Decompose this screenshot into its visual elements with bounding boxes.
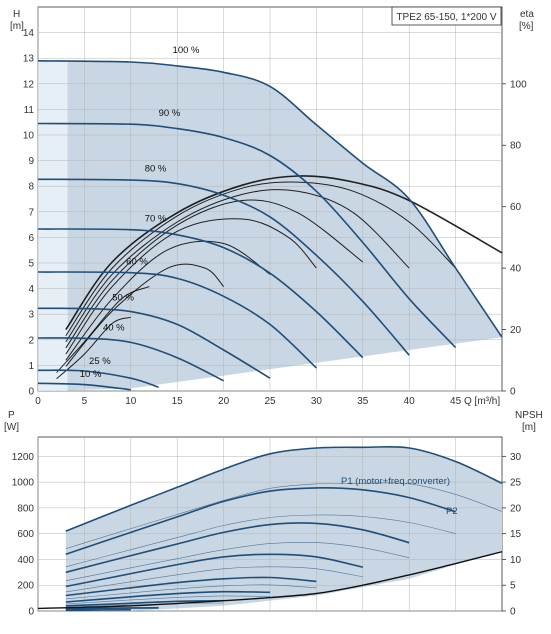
- head-y-tick-label: 4: [28, 284, 34, 295]
- head-y-tick-label: 12: [23, 79, 35, 90]
- head-curve-label: 25 %: [89, 356, 111, 367]
- power-y-tick-label: 0: [28, 607, 34, 618]
- head-curve-label: 90 %: [159, 108, 181, 119]
- head-min-flow-band: [38, 61, 68, 391]
- power-y-tick-label: 200: [17, 581, 34, 592]
- head-y-tick-label: 13: [23, 54, 35, 65]
- head-x-tick-label: 0: [35, 396, 41, 407]
- power-y-tick-label: 600: [17, 529, 34, 540]
- chart-title: TPE2 65-150, 1*200 V: [396, 12, 496, 23]
- power-axis-label-unit: [W]: [4, 422, 19, 433]
- power-y-tick-label: 400: [17, 555, 34, 566]
- p1-annotation: P1 (motor+freq.converter): [341, 476, 450, 487]
- head-x-tick-label: 45: [450, 396, 462, 407]
- power-axis-label-p: P: [8, 410, 15, 421]
- power-y-tick-label: 800: [17, 503, 34, 514]
- eta-axis-label: eta: [520, 9, 534, 20]
- head-x-tick-label: 35: [357, 396, 369, 407]
- head-y-tick-label: 9: [28, 156, 34, 167]
- eta-tick-label: 60: [510, 202, 522, 213]
- head-y-tick-label: 5: [28, 259, 34, 270]
- head-x-tick-label: 25: [264, 396, 276, 407]
- npsh-tick-label: 10: [510, 555, 522, 566]
- head-x-tick-label: 20: [218, 396, 230, 407]
- eta-tick-label: 40: [510, 264, 522, 275]
- head-curve-label: 80 %: [145, 164, 167, 175]
- head-curve-label: 70 %: [145, 213, 167, 224]
- npsh-tick-label: 25: [510, 478, 522, 489]
- head-y-tick-label: 8: [28, 182, 34, 193]
- head-curve-label: 40 %: [103, 322, 125, 333]
- head-curve-label: 100 %: [173, 45, 200, 56]
- head-x-tick-label: 15: [172, 396, 184, 407]
- head-axis-label-h: H: [13, 9, 20, 20]
- head-y-tick-label: 6: [28, 233, 34, 244]
- head-y-tick-label: 2: [28, 335, 34, 346]
- eta-tick-label: 80: [510, 141, 522, 152]
- power-y-tick-label: 1000: [12, 478, 35, 489]
- npsh-axis-label-unit: [m]: [522, 422, 536, 433]
- head-y-tick-label: 7: [28, 207, 34, 218]
- head-curve-label: 50 %: [112, 293, 134, 304]
- head-x-tick-label: 10: [125, 396, 137, 407]
- npsh-tick-label: 5: [510, 581, 516, 592]
- eta-axis-label-unit: [%]: [519, 21, 534, 32]
- head-curve-label: 10 %: [80, 369, 102, 380]
- plot-layers: [38, 7, 506, 611]
- head-y-tick-label: 10: [23, 131, 35, 142]
- npsh-tick-label: 15: [510, 529, 522, 540]
- power-y-tick-label: 1200: [12, 452, 35, 463]
- npsh-axis-label: NPSH: [515, 410, 543, 421]
- eta-tick-label: 100: [510, 79, 527, 90]
- npsh-tick-label: 20: [510, 503, 522, 514]
- head-y-tick-label: 0: [28, 387, 34, 398]
- head-x-axis-label: Q [m³/h]: [464, 396, 500, 407]
- head-x-tick-label: 30: [311, 396, 323, 407]
- head-x-tick-label: 40: [404, 396, 416, 407]
- head-y-tick-label: 11: [24, 105, 35, 116]
- p2-annotation: P2: [446, 506, 458, 517]
- head-x-tick-label: 5: [82, 396, 88, 407]
- head-y-tick-label: 1: [28, 361, 34, 372]
- head-curve-label: 60 %: [126, 256, 148, 267]
- npsh-tick-label: 0: [510, 607, 516, 618]
- head-y-tick-label: 3: [28, 310, 34, 321]
- npsh-tick-label: 30: [510, 452, 522, 463]
- eta-tick-label: 0: [510, 387, 516, 398]
- head-y-tick-label: 14: [23, 28, 35, 39]
- eta-tick-label: 20: [510, 325, 522, 336]
